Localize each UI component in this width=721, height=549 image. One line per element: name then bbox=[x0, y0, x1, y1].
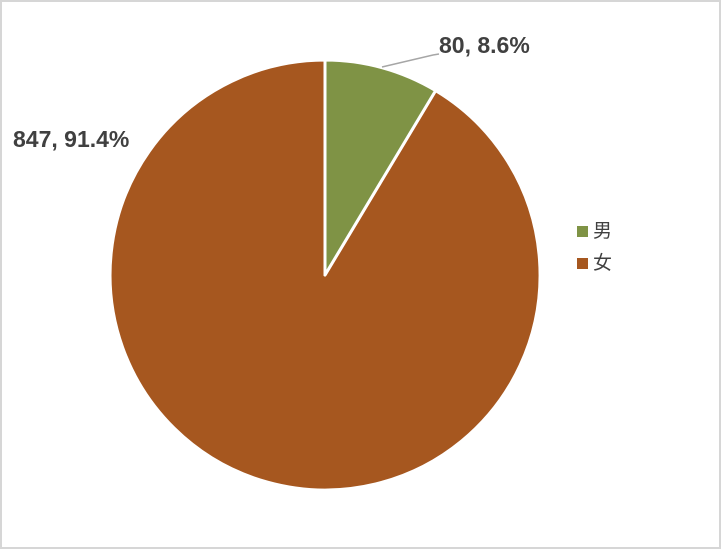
pie-slice-male[interactable] bbox=[323, 58, 438, 277]
legend-swatch-female-icon bbox=[577, 258, 588, 269]
legend-label-female: 女 bbox=[593, 253, 613, 274]
legend-swatch-male-icon bbox=[577, 226, 588, 237]
legend-item-female[interactable]: 女 bbox=[577, 253, 612, 274]
data-label-male: 80, 8.6% bbox=[439, 32, 530, 58]
legend-label-male: 男 bbox=[593, 221, 613, 242]
legend-item-male[interactable]: 男 bbox=[577, 221, 612, 242]
leader-line bbox=[381, 53, 440, 68]
data-label-female: 847, 91.4% bbox=[13, 126, 130, 152]
legend: 男 女 bbox=[577, 221, 612, 274]
